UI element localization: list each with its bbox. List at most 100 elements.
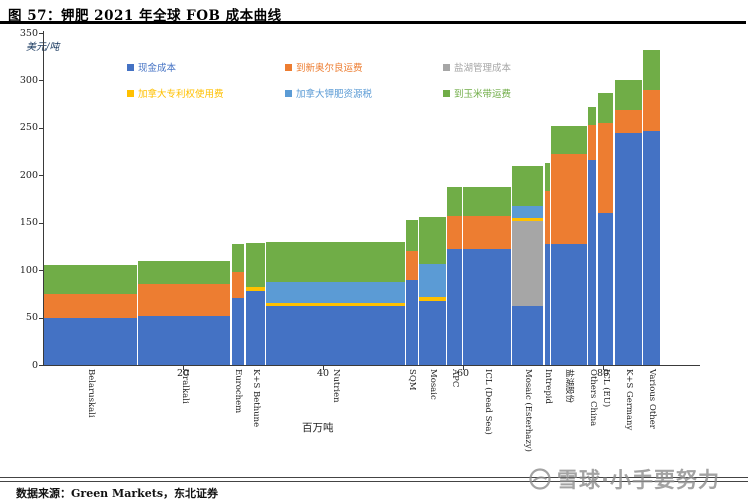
legend-swatch-icon (285, 63, 292, 71)
title-underline (0, 21, 746, 24)
y-tick (39, 365, 43, 366)
bar-segment-corn (614, 80, 642, 110)
y-tick-label: 100 (19, 264, 38, 276)
bar-segment-orleans (597, 123, 614, 214)
data-source-note: 数据来源：Green Markets，东北证券 (16, 487, 219, 500)
bar-segment-corn (265, 241, 405, 283)
chart-title: 图 57：钾肥 2021 年全球 FOB 成本曲线 (8, 8, 282, 24)
legend-item-royalty: 加拿大专利权使用费 (127, 86, 224, 100)
bar-segment-cash (44, 317, 137, 365)
bar-segment-orleans (405, 251, 418, 280)
legend-swatch-icon (443, 89, 450, 97)
legend-label: 盐湖管理成本 (454, 63, 512, 74)
x-axis-company-label: Various Other (647, 369, 658, 429)
x-tick (603, 366, 604, 370)
legend-label: 加拿大钾肥资源税 (296, 89, 373, 100)
bar-segment-orleans (44, 293, 137, 318)
bar-segment-cash (597, 213, 614, 365)
bar-segment-cash (463, 249, 511, 365)
x-axis-company-label: ICL (EU) (600, 369, 611, 408)
x-axis-company-label: SQM (407, 369, 418, 391)
y-tick-label: 0 (31, 359, 38, 371)
bar-segment-corn (231, 243, 245, 273)
y-tick (39, 80, 43, 82)
bar-segment-royalty (245, 287, 265, 291)
x-axis-company-label: Nutrien (330, 369, 341, 403)
x-axis-company-label: K+S Germany (623, 369, 634, 431)
y-tick (39, 175, 43, 177)
y-tick-label: 250 (19, 122, 38, 134)
legend-label: 加拿大专利权使用费 (138, 89, 224, 100)
x-axis-company-label: 盐湖股份 (564, 369, 575, 404)
legend-item-corn: 到玉米带运费 (443, 86, 511, 100)
x-tick (183, 366, 184, 370)
x-tick-label: 40 (316, 368, 330, 379)
bar-segment-corn (463, 186, 511, 217)
bar-segment-royalty (512, 217, 544, 221)
bar-segment-cash (231, 297, 245, 365)
x-axis-company-label: Belaruskali (85, 369, 96, 418)
bar-segment-cash (405, 279, 418, 365)
legend-swatch-icon (443, 63, 450, 71)
y-axis-unit-label: 美元/吨 (26, 38, 59, 53)
bar-segment-orleans (587, 125, 597, 161)
legend-label: 到新奥尔良运费 (296, 63, 363, 74)
bar-segment-corn (587, 106, 597, 125)
snowball-logo-icon (529, 468, 551, 490)
bar-segment-corn (245, 242, 265, 288)
x-axis-company-label: Uralkali (179, 369, 190, 404)
y-tick-label: 200 (19, 169, 38, 181)
footer-divider (0, 477, 748, 482)
legend-label: 现金成本 (138, 63, 177, 74)
bar-segment-corn (544, 162, 550, 192)
x-axis-company-label: Intrepid (542, 369, 553, 404)
x-axis-company-label: APC (450, 369, 461, 388)
bar-segment-cash (245, 291, 265, 365)
y-tick (39, 317, 43, 319)
bar-segment-corn (447, 186, 462, 217)
bar-segment-orleans (614, 109, 642, 133)
x-axis-company-label: Mosaic (Esterhazy) (523, 369, 534, 452)
y-tick (39, 270, 43, 272)
bar-segment-orleans (137, 284, 231, 316)
watermark-text: 雪球·小手要努力 (557, 468, 720, 492)
bar-segment-corn (44, 265, 137, 294)
bar-segment-orleans (544, 191, 550, 244)
x-tick (323, 366, 324, 370)
bar-segment-royalty (265, 303, 405, 307)
x-axis-company-label: Others China (587, 369, 598, 427)
legend-item-brine: 盐湖管理成本 (443, 60, 511, 74)
legend-item-cash: 现金成本 (127, 60, 176, 74)
legend-swatch-icon (285, 89, 292, 97)
x-axis-company-label: K+S Bethune (250, 369, 261, 428)
x-axis-company-label: Eurochem (233, 369, 244, 414)
legend-label: 到玉米带运费 (454, 89, 512, 100)
legend-item-orleans: 到新奥尔良运费 (285, 60, 363, 74)
legend-item-resource: 加拿大钾肥资源税 (285, 86, 372, 100)
bar-segment-cash (614, 132, 642, 365)
bar-segment-corn (643, 50, 661, 90)
watermark: 雪球·小手要努力 (528, 464, 720, 494)
y-tick-label: 50 (25, 312, 38, 324)
bar-segment-royalty (419, 296, 446, 302)
bar-segment-cash (550, 243, 587, 365)
y-tick (39, 127, 43, 129)
bar-segment-cash (544, 243, 550, 365)
bar-segment-orleans (643, 89, 661, 131)
legend-swatch-icon (127, 89, 134, 97)
bar-segment-cash (587, 160, 597, 365)
x-tick-label: 60 (456, 368, 470, 379)
y-tick-label: 150 (19, 217, 38, 229)
bar-segment-corn (137, 260, 231, 285)
bar-segment-orleans (463, 216, 511, 250)
y-tick-label: 300 (19, 74, 38, 86)
bar-segment-orleans (447, 216, 462, 250)
x-tick-label: 20 (176, 368, 190, 379)
bar-segment-orleans (231, 272, 245, 298)
bar-segment-cash (643, 130, 661, 365)
y-tick (39, 222, 43, 224)
bar-segment-brine (512, 220, 544, 307)
bar-segment-resource (265, 282, 405, 304)
